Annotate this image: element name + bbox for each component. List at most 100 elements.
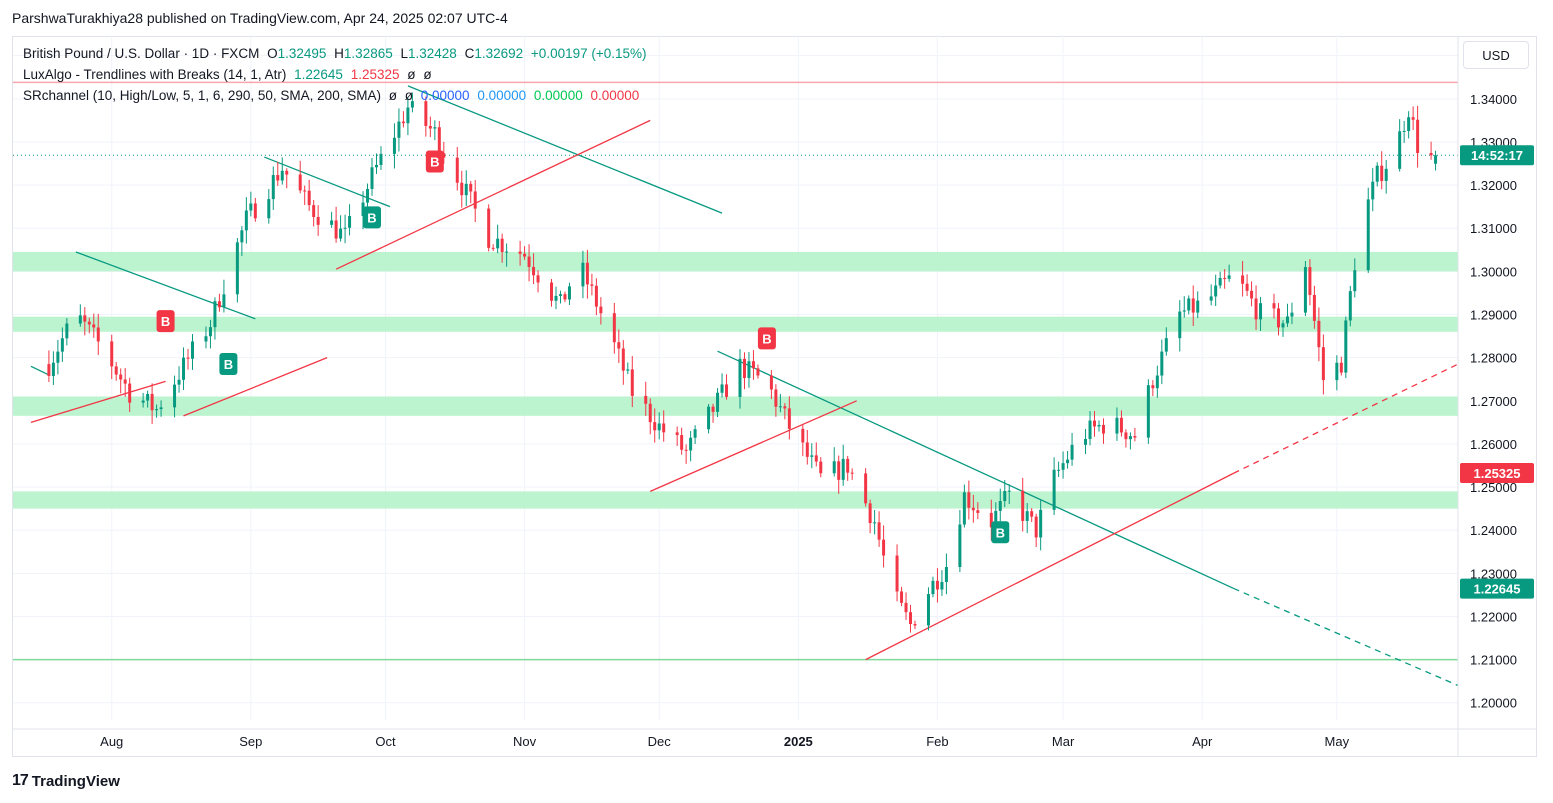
- candle[interactable]: [428, 116, 432, 138]
- candle[interactable]: [374, 153, 378, 174]
- candle[interactable]: [1214, 274, 1218, 307]
- footer-brand[interactable]: 17 TradingView: [12, 772, 120, 790]
- candle[interactable]: [1178, 300, 1182, 352]
- candle[interactable]: [285, 168, 289, 189]
- indicator-1-name[interactable]: LuxAlgo - Trendlines with Breaks (14, 1,…: [23, 67, 287, 82]
- candle[interactable]: [339, 215, 343, 242]
- candle[interactable]: [558, 290, 562, 304]
- candle[interactable]: [460, 170, 464, 208]
- candle[interactable]: [1380, 151, 1384, 190]
- candle[interactable]: [1407, 111, 1411, 139]
- candle[interactable]: [208, 319, 212, 349]
- candle[interactable]: [406, 98, 410, 136]
- candle[interactable]: [1384, 159, 1388, 194]
- candle[interactable]: [599, 297, 603, 325]
- candle[interactable]: [550, 278, 554, 307]
- candle[interactable]: [1066, 450, 1070, 469]
- candle[interactable]: [769, 370, 773, 400]
- candle[interactable]: [648, 398, 652, 435]
- candle[interactable]: [751, 350, 755, 380]
- candle[interactable]: [316, 205, 320, 236]
- candle[interactable]: [298, 160, 302, 194]
- candle[interactable]: [56, 339, 60, 375]
- candle[interactable]: [1097, 420, 1101, 432]
- currency-button[interactable]: USD: [1463, 41, 1529, 69]
- candle[interactable]: [253, 197, 257, 222]
- candle[interactable]: [123, 368, 127, 397]
- candle[interactable]: [1052, 457, 1056, 515]
- candle[interactable]: [1155, 365, 1159, 398]
- candle[interactable]: [1218, 271, 1222, 289]
- candle[interactable]: [222, 279, 226, 313]
- candle[interactable]: [177, 366, 181, 393]
- candle[interactable]: [87, 317, 91, 334]
- candle[interactable]: [433, 120, 437, 141]
- break-signal[interactable]: B: [219, 353, 238, 376]
- candle[interactable]: [590, 273, 594, 296]
- candle[interactable]: [756, 364, 760, 379]
- candle[interactable]: [527, 244, 531, 282]
- candle[interactable]: [155, 404, 159, 418]
- candle[interactable]: [235, 238, 239, 303]
- candle[interactable]: [1187, 295, 1191, 315]
- candle[interactable]: [110, 334, 114, 380]
- candle[interactable]: [1285, 303, 1289, 327]
- candle[interactable]: [1030, 508, 1034, 523]
- candle[interactable]: [119, 368, 123, 394]
- candle[interactable]: [720, 373, 724, 398]
- candle[interactable]: [662, 410, 666, 442]
- candle[interactable]: [1250, 281, 1254, 307]
- candle[interactable]: [65, 318, 69, 346]
- candle[interactable]: [536, 270, 540, 293]
- candle[interactable]: [267, 189, 271, 224]
- candle[interactable]: [882, 525, 886, 568]
- candle[interactable]: [971, 494, 975, 523]
- candle[interactable]: [307, 179, 311, 211]
- candle[interactable]: [1182, 296, 1186, 318]
- candle[interactable]: [707, 404, 711, 434]
- candle[interactable]: [1223, 269, 1227, 289]
- candle[interactable]: [621, 340, 625, 385]
- candle[interactable]: [935, 568, 939, 603]
- candle[interactable]: [1339, 356, 1343, 376]
- candle[interactable]: [873, 509, 877, 535]
- candle[interactable]: [657, 412, 661, 440]
- candle[interactable]: [1366, 187, 1370, 273]
- candle[interactable]: [1371, 168, 1375, 212]
- candle[interactable]: [998, 488, 1002, 523]
- candle[interactable]: [684, 444, 688, 464]
- candle[interactable]: [944, 553, 948, 595]
- candle[interactable]: [931, 576, 935, 598]
- candle[interactable]: [1290, 302, 1294, 325]
- candle[interactable]: [1416, 105, 1420, 168]
- candle[interactable]: [783, 403, 787, 420]
- candle[interactable]: [819, 457, 823, 478]
- candle[interactable]: [742, 352, 746, 390]
- candle[interactable]: [271, 166, 275, 210]
- candle[interactable]: [1151, 380, 1155, 397]
- candle[interactable]: [240, 226, 244, 257]
- candle[interactable]: [146, 390, 150, 408]
- candle[interactable]: [1057, 461, 1061, 478]
- candle[interactable]: [913, 620, 917, 629]
- candle[interactable]: [1321, 334, 1325, 395]
- candle[interactable]: [1227, 264, 1231, 282]
- candle[interactable]: [630, 356, 634, 408]
- candle[interactable]: [814, 442, 818, 467]
- candle[interactable]: [850, 468, 854, 480]
- candle[interactable]: [895, 544, 899, 602]
- candle[interactable]: [644, 381, 648, 416]
- candle[interactable]: [1209, 284, 1213, 306]
- candle[interactable]: [626, 362, 630, 375]
- candle[interactable]: [523, 246, 527, 260]
- candle[interactable]: [276, 161, 280, 186]
- candle[interactable]: [1402, 120, 1406, 143]
- candle[interactable]: [1281, 320, 1285, 337]
- candle[interactable]: [1272, 293, 1276, 319]
- candle[interactable]: [1335, 355, 1339, 391]
- candle[interactable]: [191, 334, 195, 370]
- candle[interactable]: [370, 157, 374, 196]
- candle[interactable]: [962, 484, 966, 528]
- candle[interactable]: [330, 211, 334, 228]
